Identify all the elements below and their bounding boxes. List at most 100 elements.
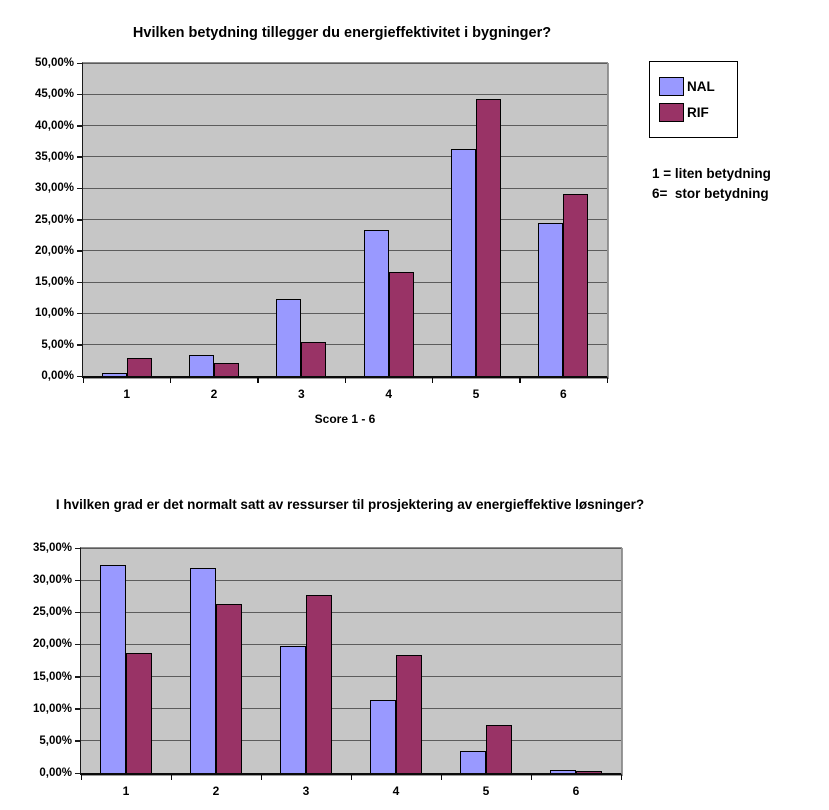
- y-axis-label: 0,00%: [41, 370, 74, 382]
- bar-RIF-3: [301, 342, 327, 376]
- bar-NAL-5: [460, 751, 486, 773]
- bar-NAL-6: [550, 769, 576, 773]
- x-axis-tick: [530, 775, 532, 780]
- chart1-title: Hvilken betydning tillegger du energieff…: [132, 25, 552, 42]
- legend-label-nal: NAL: [687, 79, 715, 94]
- y-axis-label: 15,00%: [32, 670, 72, 683]
- x-axis-tick: [257, 378, 259, 383]
- y-axis-label: 50,00%: [34, 57, 74, 69]
- gridline-25,00%: [81, 611, 621, 613]
- nal-color-swatch: [659, 77, 684, 96]
- y-axis-label: 10,00%: [32, 702, 72, 715]
- y-axis-tick: [76, 312, 82, 315]
- bar-RIF-6: [563, 194, 589, 376]
- gridline-15,00%: [81, 676, 621, 678]
- y-axis-tick: [76, 281, 82, 284]
- bar-RIF-4: [388, 272, 414, 376]
- gridline-20,00%: [81, 643, 621, 645]
- bar-RIF-5: [486, 725, 512, 773]
- y-axis-tick: [76, 156, 82, 158]
- y-axis-tick: [74, 611, 80, 614]
- y-axis-label: 20,00%: [32, 638, 72, 651]
- y-axis-label: 45,00%: [34, 88, 74, 101]
- y-axis-tick: [76, 375, 82, 377]
- x-axis-label-6: 6: [572, 784, 580, 798]
- gridline-15,00%: [83, 281, 607, 283]
- legend-label-rif: RIF: [687, 105, 709, 120]
- gridline-10,00%: [81, 708, 621, 710]
- y-axis-tick: [74, 772, 80, 774]
- gridline-20,00%: [83, 250, 607, 252]
- x-axis-label-5: 5: [472, 387, 480, 401]
- x-axis-tick: [344, 378, 346, 383]
- chart1-xaxis-title: Score 1 - 6: [314, 412, 376, 426]
- y-axis-label: 10,00%: [34, 307, 74, 320]
- scale-note: 1 = liten betydning 6= stor betydning: [652, 164, 771, 204]
- bar-RIF-4: [396, 655, 422, 773]
- gridline-45,00%: [83, 93, 607, 95]
- y-axis-tick: [74, 547, 80, 549]
- x-axis-label-1: 1: [122, 784, 130, 798]
- y-axis-label: 30,00%: [32, 574, 72, 587]
- x-axis-label-5: 5: [482, 784, 490, 798]
- legend-item-nal: NAL: [659, 77, 737, 96]
- x-axis-tick: [169, 378, 172, 383]
- y-axis-label: 20,00%: [34, 244, 74, 257]
- bar-NAL-2: [190, 567, 216, 773]
- y-axis-tick: [74, 708, 80, 710]
- x-axis-label-3: 3: [302, 784, 310, 798]
- y-axis-tick: [76, 219, 82, 221]
- bar-RIF-1: [126, 652, 152, 773]
- x-axis-tick: [82, 378, 84, 383]
- y-axis-label: 35,00%: [34, 150, 74, 163]
- x-axis-label-2: 2: [212, 784, 220, 798]
- y-axis-label: 35,00%: [32, 542, 72, 554]
- chart2-plot-area: 0,00% 5,00% 10,00% 15,00% 20,00% 25,00% 30,00%…: [33, 542, 622, 798]
- x-axis-label-4: 4: [385, 387, 392, 401]
- y-axis-label: 15,00%: [34, 276, 74, 289]
- gridline-5,00%: [83, 344, 607, 346]
- y-axis-tick: [76, 62, 82, 64]
- x-axis-tick: [606, 378, 608, 383]
- gridline-30,00%: [83, 187, 607, 189]
- rif-color-swatch: [659, 103, 684, 122]
- bar-RIF-3: [306, 594, 332, 773]
- y-axis-label: 5,00%: [41, 338, 74, 351]
- gridline-30,00%: [81, 579, 621, 581]
- x-axis-tick: [260, 775, 262, 780]
- scale-note-line1: 1 = liten betydning: [652, 166, 771, 181]
- gridline-40,00%: [83, 125, 607, 127]
- y-axis-tick: [76, 250, 82, 252]
- legend-item-rif: RIF: [659, 103, 737, 122]
- y-axis-tick: [74, 740, 80, 742]
- bar-NAL-4: [363, 230, 389, 376]
- x-axis-label-1: 1: [123, 387, 130, 401]
- scale-note-line2: 6= stor betydning: [652, 186, 769, 201]
- y-axis-tick: [76, 344, 82, 346]
- x-axis-label-2: 2: [210, 387, 218, 401]
- y-axis-tick: [74, 643, 80, 646]
- y-axis-label: 30,00%: [34, 182, 74, 195]
- bar-NAL-2: [189, 355, 214, 376]
- y-axis-tick: [76, 125, 82, 127]
- x-axis-tick: [440, 775, 442, 780]
- legend: NAL RIF: [649, 61, 738, 138]
- y-axis-tick: [76, 187, 82, 190]
- x-axis-tick: [431, 378, 434, 383]
- x-axis-tick: [170, 775, 172, 780]
- x-axis-tick: [620, 775, 622, 780]
- bar-RIF-5: [476, 99, 501, 376]
- bar-NAL-1: [100, 565, 126, 773]
- x-axis-label-4: 4: [392, 784, 400, 798]
- bar-NAL-4: [370, 699, 396, 773]
- x-axis-label-6: 6: [559, 387, 567, 401]
- gridline-25,00%: [83, 219, 607, 220]
- y-axis-tick: [74, 676, 80, 678]
- x-axis-tick: [519, 378, 521, 383]
- x-axis-label-3: 3: [297, 387, 305, 401]
- y-axis-tick: [74, 579, 80, 582]
- bar-RIF-6: [576, 770, 602, 773]
- bar-NAL-3: [280, 645, 306, 773]
- y-axis-label: 0,00%: [39, 767, 72, 779]
- y-axis-label: 5,00%: [39, 734, 72, 747]
